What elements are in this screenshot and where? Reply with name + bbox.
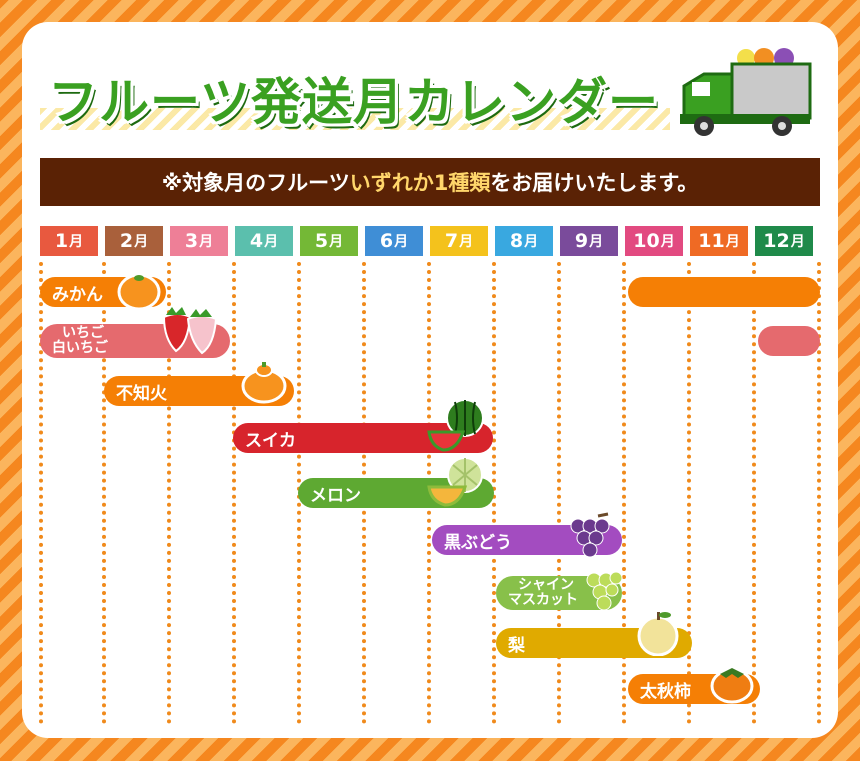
column-divider bbox=[102, 262, 106, 724]
dekopon-icon bbox=[241, 362, 287, 404]
month-header-10: 10 月 bbox=[625, 226, 683, 256]
strawberry-icon bbox=[162, 307, 218, 355]
melon-icon bbox=[427, 457, 483, 507]
month-header-12: 12 月 bbox=[755, 226, 813, 256]
column-divider bbox=[167, 262, 171, 724]
fruit-label-line2: 白いちご bbox=[52, 340, 108, 356]
month-header-11: 11 月 bbox=[690, 226, 748, 256]
column-divider bbox=[817, 262, 821, 724]
notice-suffix: をお届けいたします。 bbox=[490, 171, 699, 195]
notice-highlight: いずれか1種類 bbox=[349, 171, 491, 195]
fruit-label-line1: いちご bbox=[62, 325, 104, 341]
notice-prefix: ※対象月のフルーツ bbox=[161, 171, 350, 195]
column-divider bbox=[622, 262, 626, 724]
fruit-label: 太秋柿 bbox=[640, 681, 691, 702]
title-underline-decoration bbox=[40, 108, 670, 130]
pear-icon bbox=[637, 612, 679, 656]
column-divider bbox=[557, 262, 561, 724]
fruit-label: 不知火 bbox=[116, 383, 167, 404]
fruit-bar-ichigo-december bbox=[758, 326, 820, 356]
fruit-label: メロン bbox=[310, 485, 361, 506]
mandarin-icon bbox=[117, 273, 161, 311]
fruit-label-line1: シャイン bbox=[518, 577, 574, 593]
watermelon-icon bbox=[427, 399, 484, 452]
column-divider bbox=[39, 262, 43, 724]
fruit-label: みかん bbox=[52, 284, 103, 305]
column-divider bbox=[687, 262, 691, 724]
fruit-bar-mikan-autumn bbox=[628, 277, 820, 307]
persimmon-icon bbox=[710, 668, 754, 704]
black-grape-icon bbox=[570, 512, 610, 558]
column-divider bbox=[752, 262, 756, 724]
notice-banner: ※対象月のフルーツ いずれか1種類 をお届けいたします。 bbox=[40, 158, 820, 206]
fruit-label: 梨 bbox=[508, 635, 525, 656]
fruit-label-line2: マスカット bbox=[508, 592, 578, 608]
fruit-label: スイカ bbox=[245, 430, 296, 451]
fruit-label: 黒ぶどう bbox=[444, 532, 512, 553]
page-title: フルーツ発送月カレンダー bbox=[48, 73, 659, 131]
delivery-truck-icon bbox=[680, 48, 812, 136]
muscat-icon bbox=[586, 571, 623, 611]
column-divider bbox=[232, 262, 236, 724]
column-divider bbox=[492, 262, 496, 724]
